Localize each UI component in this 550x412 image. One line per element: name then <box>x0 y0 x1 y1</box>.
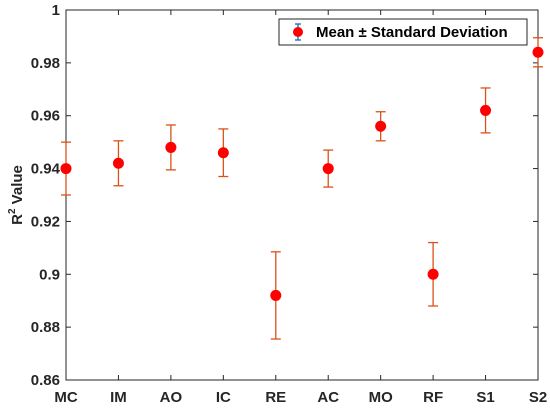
legend-marker <box>293 27 303 37</box>
data-point <box>427 268 439 280</box>
y-axis-title-superscript: 2 <box>7 208 18 214</box>
legend: Mean ± Standard Deviation <box>278 18 528 46</box>
data-point <box>270 289 282 301</box>
y-tick-label: 0.92 <box>31 213 60 230</box>
plot-area <box>65 9 539 381</box>
x-tick-label: MO <box>369 389 393 406</box>
data-point <box>375 120 387 132</box>
y-axis-title: R2 Value <box>7 165 26 225</box>
x-axis-ticks: MC IM AO IC RE AC MO RF S1 S2 <box>54 10 547 406</box>
x-tick-label: IM <box>110 389 127 406</box>
x-tick-label: MC <box>54 389 77 406</box>
x-tick-label: IC <box>216 389 231 406</box>
legend-symbol <box>293 23 303 41</box>
y-tick-label: 0.86 <box>31 372 60 389</box>
x-tick-label: AO <box>160 389 183 406</box>
x-tick-label: RE <box>265 389 286 406</box>
y-axis-ticks: 0.86 0.88 0.9 0.92 0.94 0.96 0.98 1 <box>31 2 538 389</box>
y-tick-label: 1 <box>52 2 60 19</box>
data-point <box>217 147 229 159</box>
data-point <box>532 46 544 58</box>
y-tick-label: 0.94 <box>31 161 61 178</box>
x-tick-label: AC <box>317 389 339 406</box>
x-tick-label: S1 <box>476 389 494 406</box>
y-tick-label: 0.88 <box>31 319 60 336</box>
data-point <box>112 157 124 169</box>
legend-label: Mean ± Standard Deviation <box>316 24 508 41</box>
data-points <box>60 46 544 301</box>
y-tick-label: 0.96 <box>31 108 60 125</box>
data-point <box>480 104 492 116</box>
data-point <box>322 163 334 175</box>
data-point <box>165 141 177 153</box>
legend-box <box>278 18 528 46</box>
y-tick-label: 0.98 <box>31 55 60 72</box>
y-axis-title-suffix: Value <box>9 165 26 208</box>
y-tick-label: 0.9 <box>39 266 60 283</box>
data-point <box>60 163 72 175</box>
x-tick-label: RF <box>423 389 443 406</box>
x-tick-label: S2 <box>529 389 547 406</box>
y-axis-title-main: R <box>9 214 26 225</box>
